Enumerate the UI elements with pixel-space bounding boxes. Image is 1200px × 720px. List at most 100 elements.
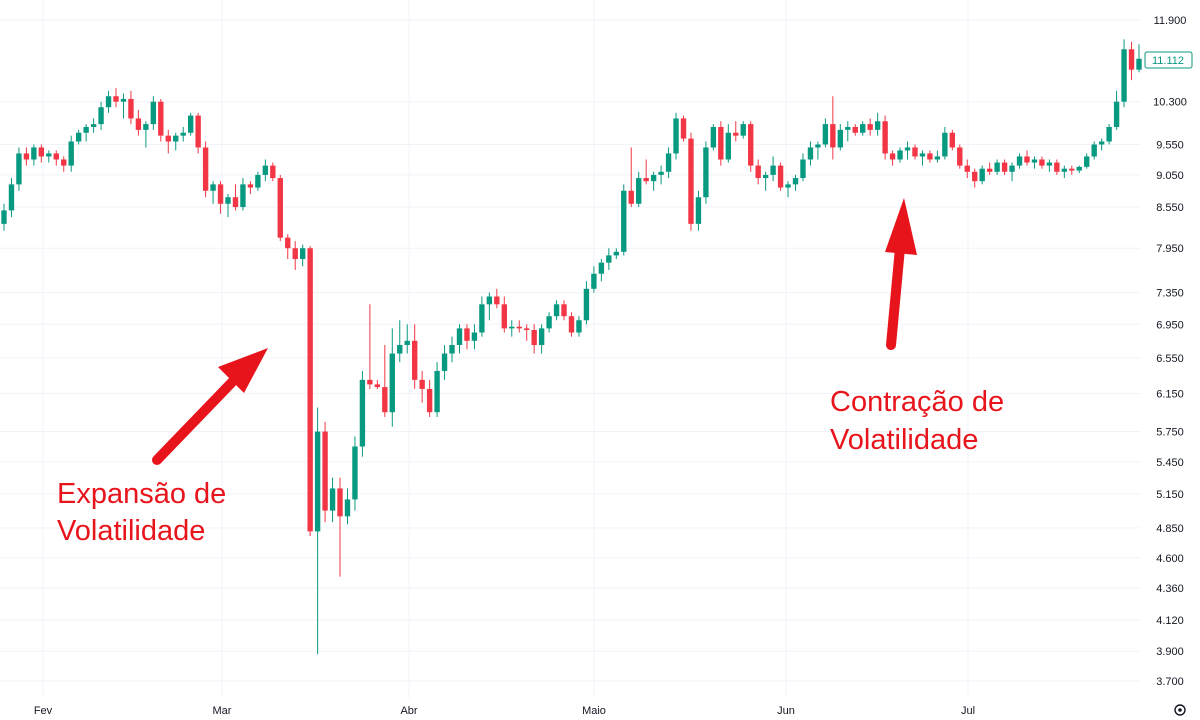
candle[interactable]	[553, 300, 560, 321]
candle[interactable]	[949, 129, 956, 151]
candle[interactable]	[964, 159, 970, 179]
candle[interactable]	[860, 121, 866, 136]
candle[interactable]	[1024, 150, 1030, 166]
candle[interactable]	[494, 288, 500, 309]
candle[interactable]	[1001, 159, 1008, 175]
candle[interactable]	[426, 379, 433, 417]
candle[interactable]	[38, 144, 45, 163]
candle[interactable]	[762, 171, 769, 191]
candle[interactable]	[8, 178, 15, 218]
candle[interactable]	[270, 162, 276, 182]
candle[interactable]	[225, 193, 231, 218]
candle[interactable]	[1054, 159, 1060, 175]
candle[interactable]	[75, 129, 82, 145]
candle[interactable]	[337, 477, 343, 577]
candle[interactable]	[979, 165, 985, 185]
candle[interactable]	[135, 110, 142, 136]
candle[interactable]	[867, 118, 873, 136]
candles[interactable]	[1, 39, 1142, 655]
candle[interactable]	[419, 370, 425, 403]
candle[interactable]	[1039, 156, 1045, 169]
candle[interactable]	[561, 300, 567, 321]
candle[interactable]	[643, 159, 649, 185]
candle[interactable]	[598, 259, 605, 282]
candle[interactable]	[449, 336, 455, 363]
candle[interactable]	[307, 246, 313, 537]
candle[interactable]	[1113, 90, 1120, 130]
candle[interactable]	[292, 241, 298, 271]
candle[interactable]	[927, 150, 933, 163]
candle[interactable]	[957, 144, 963, 169]
candle[interactable]	[1098, 138, 1105, 151]
candle[interactable]	[688, 132, 694, 231]
candle[interactable]	[90, 118, 97, 133]
candle[interactable]	[695, 190, 702, 231]
candle[interactable]	[367, 304, 373, 389]
candle[interactable]	[912, 144, 918, 160]
candle[interactable]	[1136, 44, 1142, 73]
candle[interactable]	[412, 324, 418, 389]
candle[interactable]	[98, 101, 104, 130]
candle[interactable]	[1016, 153, 1023, 169]
candle[interactable]	[665, 147, 672, 179]
candle[interactable]	[16, 147, 22, 191]
candle[interactable]	[889, 150, 896, 166]
y-axis[interactable]: 11.900 10.300 9.550 9.050 8.550 7.950 7.350 6.9…	[1153, 15, 1187, 688]
candle[interactable]	[770, 156, 776, 182]
candle[interactable]	[800, 153, 806, 182]
candle[interactable]	[113, 88, 119, 108]
candle[interactable]	[785, 181, 791, 198]
candle[interactable]	[217, 181, 224, 214]
candle[interactable]	[329, 477, 336, 523]
candle[interactable]	[972, 168, 978, 188]
candle[interactable]	[195, 112, 201, 154]
candle[interactable]	[501, 296, 507, 333]
candle[interactable]	[934, 150, 941, 163]
candle[interactable]	[815, 141, 821, 160]
candle[interactable]	[733, 121, 739, 142]
candle[interactable]	[486, 292, 493, 321]
settings-gear-icon[interactable]	[1174, 704, 1186, 716]
candle[interactable]	[852, 124, 858, 136]
candle[interactable]	[359, 370, 366, 457]
candle[interactable]	[120, 93, 127, 119]
candle[interactable]	[994, 159, 1000, 175]
candle[interactable]	[807, 141, 814, 166]
candle[interactable]	[128, 90, 134, 125]
candle[interactable]	[725, 124, 731, 163]
candle[interactable]	[389, 328, 395, 427]
candle[interactable]	[845, 121, 851, 142]
candle[interactable]	[1069, 165, 1075, 175]
candle[interactable]	[531, 324, 537, 354]
candle[interactable]	[434, 362, 440, 417]
candle[interactable]	[314, 407, 321, 655]
candle[interactable]	[202, 141, 209, 198]
candle[interactable]	[538, 324, 545, 354]
candle[interactable]	[546, 312, 552, 333]
candle[interactable]	[397, 320, 403, 363]
candle[interactable]	[583, 281, 590, 325]
candle[interactable]	[1084, 153, 1090, 169]
candle[interactable]	[703, 141, 709, 204]
candle[interactable]	[285, 234, 291, 260]
candle[interactable]	[322, 421, 328, 523]
candle[interactable]	[897, 147, 903, 163]
candle[interactable]	[344, 488, 351, 525]
candle[interactable]	[516, 320, 522, 333]
candle[interactable]	[232, 184, 239, 211]
candle[interactable]	[576, 316, 582, 337]
candle[interactable]	[942, 126, 948, 160]
candle[interactable]	[509, 320, 515, 337]
candle[interactable]	[150, 96, 157, 130]
candle[interactable]	[1121, 39, 1127, 108]
candle[interactable]	[621, 184, 627, 256]
candle[interactable]	[299, 244, 306, 267]
candle[interactable]	[1046, 159, 1053, 172]
candle[interactable]	[404, 324, 410, 354]
candle[interactable]	[777, 162, 784, 191]
candle[interactable]	[1031, 156, 1038, 169]
candle[interactable]	[180, 126, 186, 142]
candle[interactable]	[748, 121, 754, 172]
candle[interactable]	[105, 90, 112, 113]
